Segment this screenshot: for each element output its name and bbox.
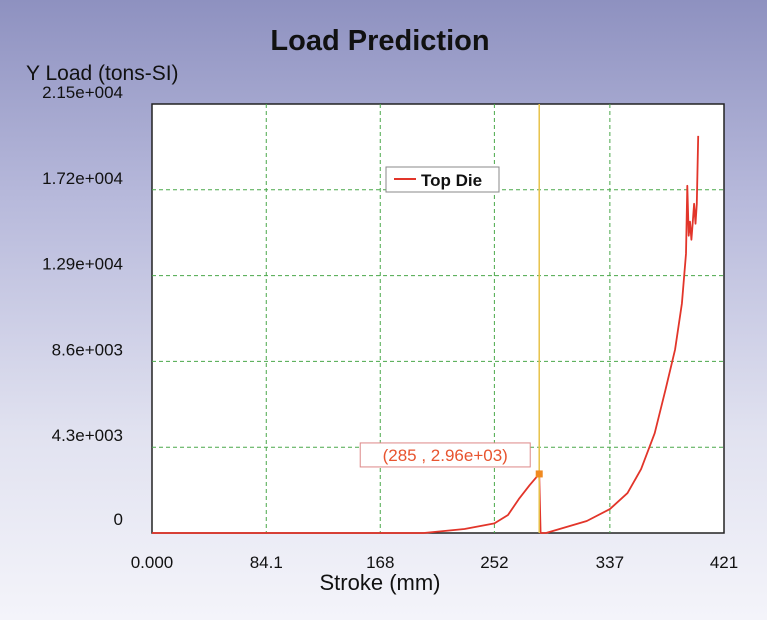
x-tick-label: 168 xyxy=(366,553,394,572)
y-tick-label: 4.3e+003 xyxy=(52,426,123,445)
x-axis-ticks: 0.000 84.1 168 252 337 421 xyxy=(131,553,738,572)
cursor-readout: (285 , 2.96e+03) xyxy=(383,446,508,465)
cursor[interactable]: (285 , 2.96e+03) xyxy=(359,104,543,533)
y-tick-label: 2.15e+004 xyxy=(42,83,123,102)
y-tick-label: 8.6e+003 xyxy=(52,340,123,359)
y-tick-label: 1.29e+004 xyxy=(42,255,123,274)
chart-title: Load Prediction xyxy=(270,25,489,57)
cursor-marker[interactable] xyxy=(535,470,543,478)
y-axis-label: Y Load (tons-SI) xyxy=(26,62,179,85)
x-tick-label: 0.000 xyxy=(131,553,174,572)
series-layer xyxy=(152,135,700,534)
y-tick-label: 1.72e+004 xyxy=(42,169,123,188)
y-tick-label: 0 xyxy=(114,510,123,529)
x-axis-label: Stroke (mm) xyxy=(320,570,441,595)
legend: Top Die xyxy=(385,166,500,193)
legend-box xyxy=(385,166,500,193)
x-tick-label: 337 xyxy=(596,553,624,572)
x-tick-label: 84.1 xyxy=(250,553,283,572)
legend-label-top-die: Top Die xyxy=(421,171,482,190)
cursor-readout-box xyxy=(359,442,531,468)
x-tick-label: 421 xyxy=(710,553,738,572)
y-axis-ticks: 0 4.3e+003 8.6e+003 1.29e+004 1.72e+004 2.15e… xyxy=(42,83,123,529)
x-tick-label: 252 xyxy=(480,553,508,572)
series-line-top-die xyxy=(152,135,700,534)
